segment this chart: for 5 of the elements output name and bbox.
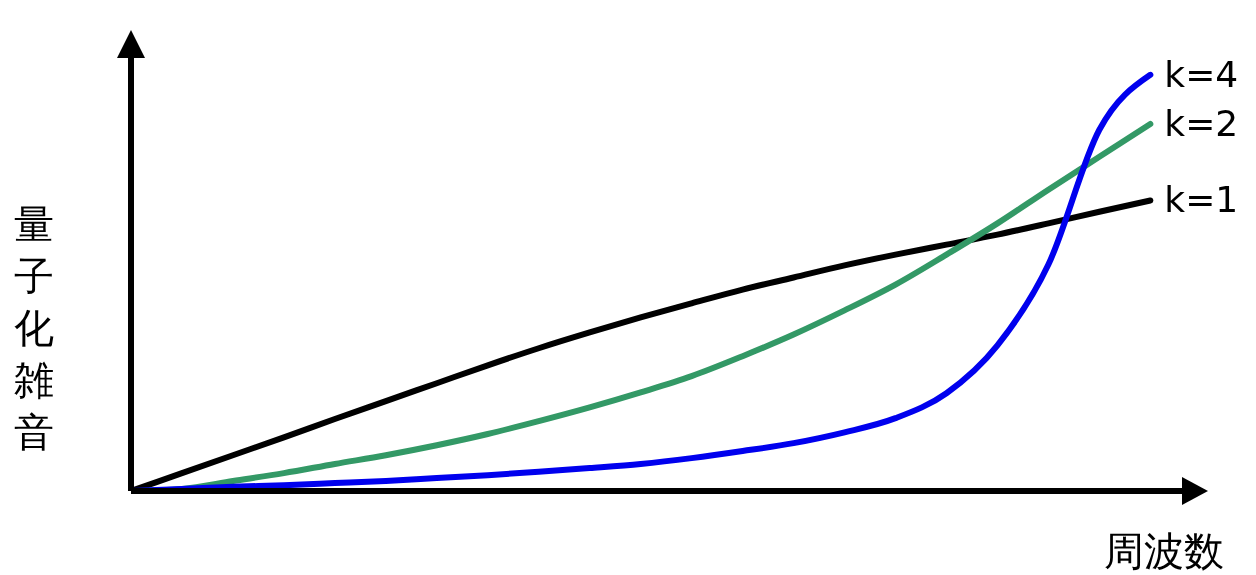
x-axis-title: 周波数 [1104, 527, 1224, 575]
series-label: k=2 [1164, 102, 1239, 144]
series-label: k=1 [1164, 179, 1239, 221]
y-axis-title: 量子化雑音 [13, 200, 55, 457]
series-label: k=4 [1164, 53, 1239, 95]
